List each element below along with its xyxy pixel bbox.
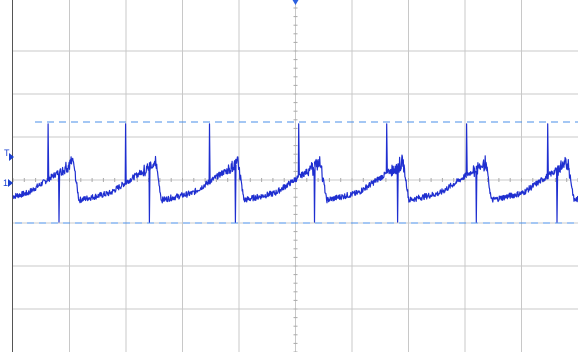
channel-1-marker-label: 1 <box>3 178 8 188</box>
channel-1-arrow-icon <box>8 179 13 187</box>
channel-1-trace <box>12 123 578 223</box>
trigger-position-marker[interactable] <box>292 0 299 5</box>
trigger-level-marker[interactable]: T <box>4 148 14 161</box>
trigger-level-label: T <box>4 148 10 158</box>
trigger-level-arrow-icon <box>9 153 14 161</box>
center-axis-ticks <box>12 7 578 352</box>
channel-1-ground-marker[interactable]: 1 <box>3 178 13 188</box>
